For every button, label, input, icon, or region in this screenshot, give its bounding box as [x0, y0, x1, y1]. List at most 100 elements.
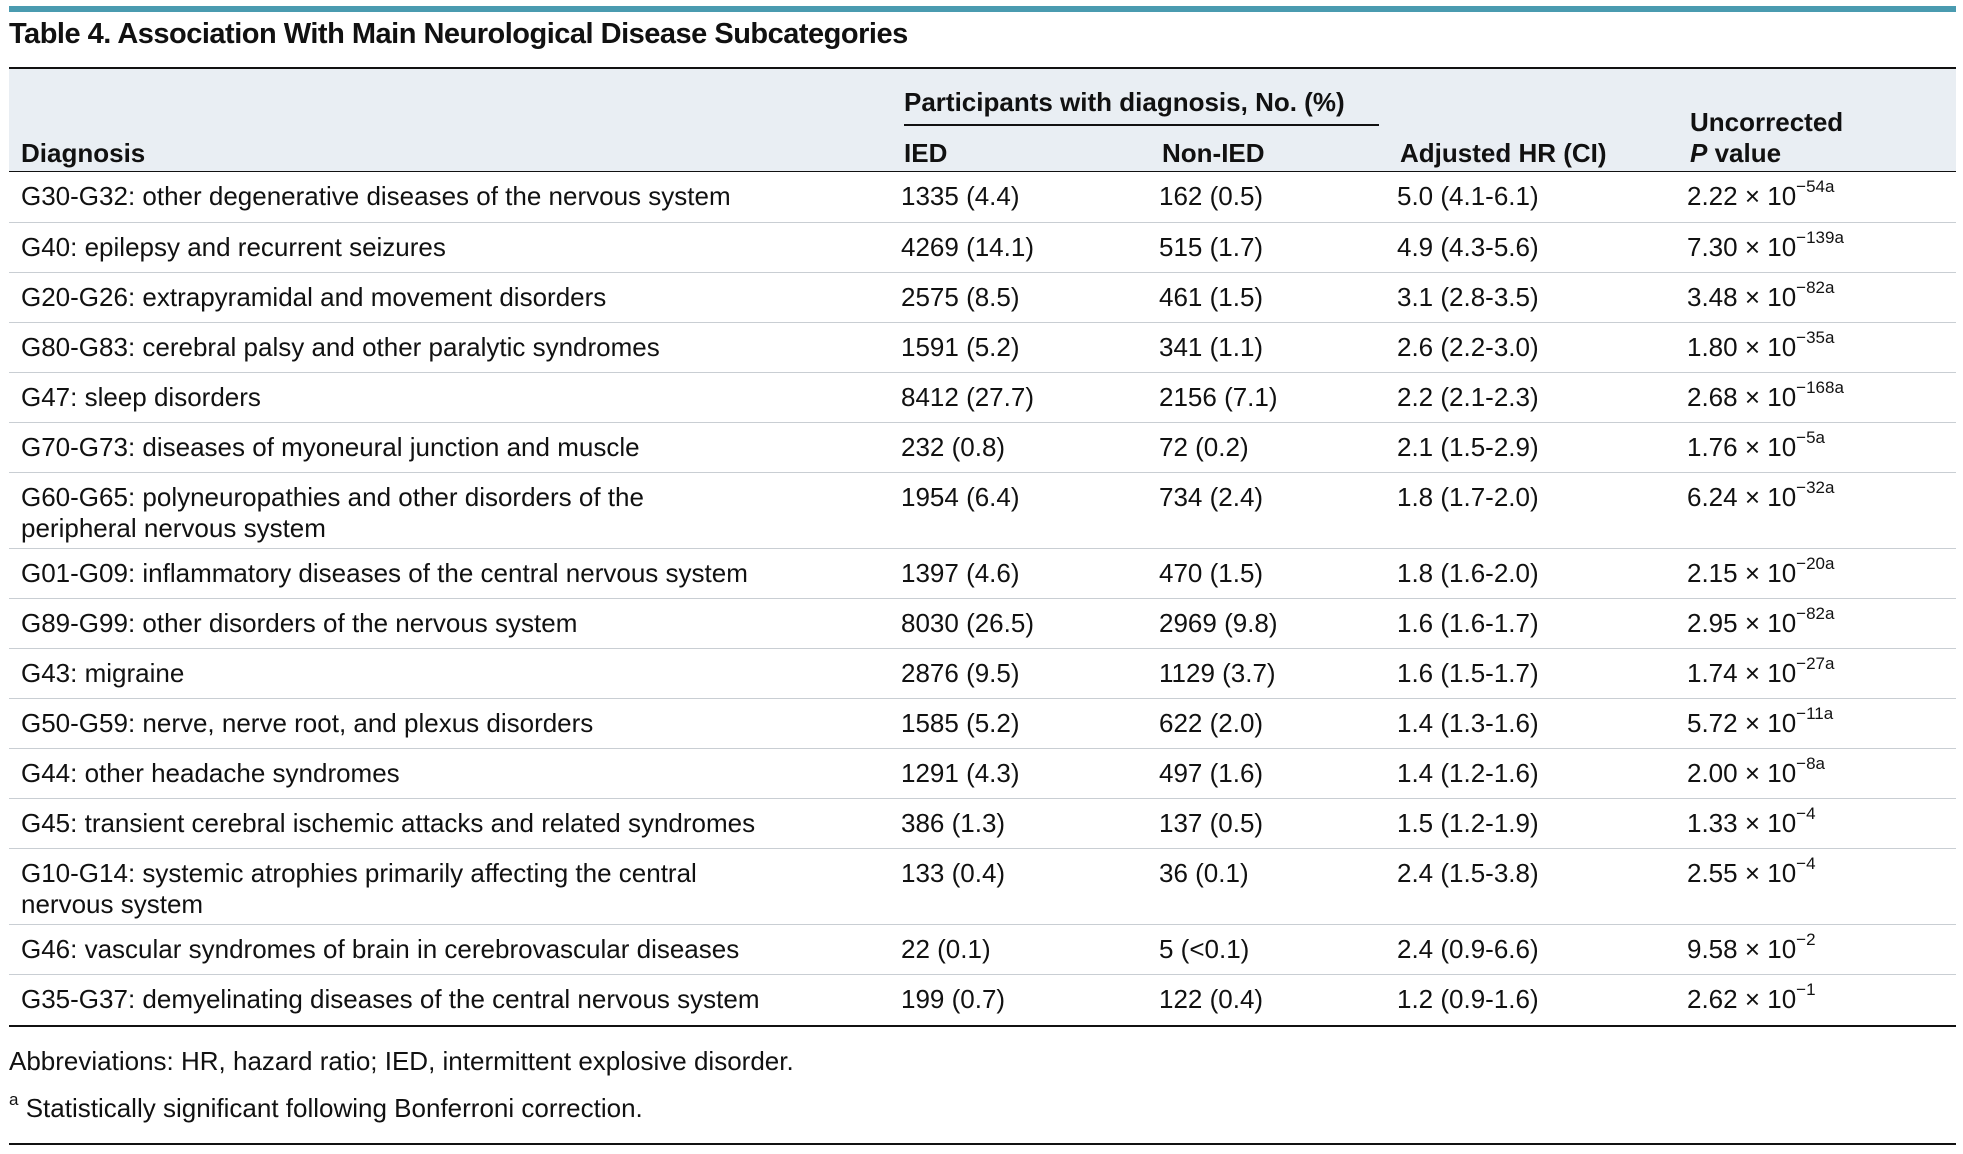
diagnosis-cell: G40: epilepsy and recurrent seizures	[9, 222, 889, 273]
diagnosis-cell: G30-G32: other degenerative diseases of …	[9, 172, 889, 223]
non-ied-cell: 734 (2.4)	[1147, 472, 1385, 549]
non-ied-cell: 2969 (9.8)	[1147, 598, 1385, 649]
table-row: G20-G26: extrapyramidal and movement dis…	[9, 272, 1956, 323]
p-value-cell: 7.30 × 10−139a	[1675, 222, 1956, 273]
p-value-cell: 5.72 × 10−11a	[1675, 698, 1956, 749]
diagnosis-cell: G20-G26: extrapyramidal and movement dis…	[9, 272, 889, 323]
table-bottom-rule	[9, 1025, 1956, 1027]
footnote-a-marker: a	[9, 1090, 19, 1109]
diagnosis-cell: G70-G73: diseases of myoneural junction …	[9, 422, 889, 473]
non-ied-cell: 162 (0.5)	[1147, 172, 1385, 223]
hr-cell: 1.6 (1.6-1.7)	[1385, 598, 1675, 649]
footnote-a: a Statistically significant following Bo…	[9, 1090, 643, 1124]
table-row: G46: vascular syndromes of brain in cere…	[9, 924, 1956, 975]
title-rule	[9, 67, 1956, 69]
non-ied-cell: 515 (1.7)	[1147, 222, 1385, 273]
table-row: G80-G83: cerebral palsy and other paraly…	[9, 322, 1956, 373]
hr-cell: 2.4 (1.5-3.8)	[1385, 848, 1675, 925]
table-row: G35-G37: demyelinating diseases of the c…	[9, 974, 1956, 1024]
hr-cell: 1.6 (1.5-1.7)	[1385, 648, 1675, 699]
hr-cell: 2.4 (0.9-6.6)	[1385, 924, 1675, 975]
diagnosis-cell: G44: other headache syndromes	[9, 748, 889, 799]
ied-cell: 1585 (5.2)	[889, 698, 1147, 749]
p-value-cell: 2.95 × 10−82a	[1675, 598, 1956, 649]
ied-cell: 4269 (14.1)	[889, 222, 1147, 273]
p-value-cell: 3.48 × 10−82a	[1675, 272, 1956, 323]
ied-cell: 1291 (4.3)	[889, 748, 1147, 799]
hr-cell: 5.0 (4.1-6.1)	[1385, 172, 1675, 223]
table-row: G01-G09: inflammatory diseases of the ce…	[9, 548, 1956, 599]
ied-cell: 8412 (27.7)	[889, 372, 1147, 423]
table-row: G30-G32: other degenerative diseases of …	[9, 172, 1956, 223]
header-p-line2: P value	[1690, 138, 1782, 168]
diagnosis-cell: G10-G14: systemic atrophies primarily af…	[9, 848, 889, 925]
ied-cell: 22 (0.1)	[889, 924, 1147, 975]
hr-cell: 4.9 (4.3-5.6)	[1385, 222, 1675, 273]
non-ied-cell: 341 (1.1)	[1147, 322, 1385, 373]
hr-cell: 3.1 (2.8-3.5)	[1385, 272, 1675, 323]
non-ied-cell: 5 (<0.1)	[1147, 924, 1385, 975]
hr-cell: 1.8 (1.6-2.0)	[1385, 548, 1675, 599]
p-value-cell: 9.58 × 10−2	[1675, 924, 1956, 975]
ied-cell: 1335 (4.4)	[889, 172, 1147, 223]
hr-cell: 2.1 (1.5-2.9)	[1385, 422, 1675, 473]
header-diagnosis: Diagnosis	[21, 138, 146, 168]
table-row: G10-G14: systemic atrophies primarily af…	[9, 848, 1956, 925]
ied-cell: 2575 (8.5)	[889, 272, 1147, 323]
hr-cell: 1.8 (1.7-2.0)	[1385, 472, 1675, 549]
p-value-cell: 1.74 × 10−27a	[1675, 648, 1956, 699]
non-ied-cell: 2156 (7.1)	[1147, 372, 1385, 423]
p-value-cell: 6.24 × 10−32a	[1675, 472, 1956, 549]
table-row: G89-G99: other disorders of the nervous …	[9, 598, 1956, 649]
footnote-abbreviations: Abbreviations: HR, hazard ratio; IED, in…	[9, 1046, 794, 1076]
diagnosis-cell: G50-G59: nerve, nerve root, and plexus d…	[9, 698, 889, 749]
hr-cell: 1.4 (1.2-1.6)	[1385, 748, 1675, 799]
non-ied-cell: 470 (1.5)	[1147, 548, 1385, 599]
p-value-cell: 2.55 × 10−4	[1675, 848, 1956, 925]
ied-cell: 386 (1.3)	[889, 798, 1147, 849]
ied-cell: 1954 (6.4)	[889, 472, 1147, 549]
header-p-line1: Uncorrected	[1690, 107, 1844, 137]
hr-cell: 1.4 (1.3-1.6)	[1385, 698, 1675, 749]
diagnosis-cell: G46: vascular syndromes of brain in cere…	[9, 924, 889, 975]
diagnosis-cell: G47: sleep disorders	[9, 372, 889, 423]
hr-cell: 1.5 (1.2-1.9)	[1385, 798, 1675, 849]
table-row: G70-G73: diseases of myoneural junction …	[9, 422, 1956, 473]
non-ied-cell: 461 (1.5)	[1147, 272, 1385, 323]
diagnosis-cell: G80-G83: cerebral palsy and other paraly…	[9, 322, 889, 373]
header-group-rule	[904, 124, 1379, 126]
p-value-cell: 2.22 × 10−54a	[1675, 172, 1956, 223]
non-ied-cell: 622 (2.0)	[1147, 698, 1385, 749]
table-row: G40: epilepsy and recurrent seizures 4269…	[9, 222, 1956, 273]
p-value-cell: 2.62 × 10−1	[1675, 974, 1956, 1024]
table-title: Table 4. Association With Main Neurologi…	[9, 18, 908, 50]
table-row: G44: other headache syndromes 1291 (4.3) 4…	[9, 748, 1956, 799]
diagnosis-cell: G89-G99: other disorders of the nervous …	[9, 598, 889, 649]
non-ied-cell: 122 (0.4)	[1147, 974, 1385, 1024]
p-value-cell: 2.15 × 10−20a	[1675, 548, 1956, 599]
diagnosis-cell: G35-G37: demyelinating diseases of the c…	[9, 974, 889, 1024]
table-row: G60-G65: polyneuropathies and other diso…	[9, 472, 1956, 549]
non-ied-cell: 497 (1.6)	[1147, 748, 1385, 799]
non-ied-cell: 36 (0.1)	[1147, 848, 1385, 925]
non-ied-cell: 72 (0.2)	[1147, 422, 1385, 473]
footnote-a-text: Statistically significant following Bonf…	[18, 1093, 643, 1123]
header-shade	[9, 69, 1956, 171]
table-row: G45: transient cerebral ischemic attacks…	[9, 798, 1956, 849]
non-ied-cell: 1129 (3.7)	[1147, 648, 1385, 699]
ied-cell: 1591 (5.2)	[889, 322, 1147, 373]
header-ied: IED	[904, 138, 948, 168]
table-row: G43: migraine 2876 (9.5) 1129 (3.7) 1.6 (1.…	[9, 648, 1956, 699]
p-value-cell: 1.76 × 10−5a	[1675, 422, 1956, 473]
ied-cell: 1397 (4.6)	[889, 548, 1147, 599]
table-row: G50-G59: nerve, nerve root, and plexus d…	[9, 698, 1956, 749]
table-row: G47: sleep disorders 8412 (27.7) 2156 (7.1…	[9, 372, 1956, 423]
hr-cell: 2.2 (2.1-2.3)	[1385, 372, 1675, 423]
header-hr: Adjusted HR (CI)	[1400, 138, 1607, 168]
p-value-cell: 1.80 × 10−35a	[1675, 322, 1956, 373]
ied-cell: 2876 (9.5)	[889, 648, 1147, 699]
ied-cell: 199 (0.7)	[889, 974, 1147, 1024]
diagnosis-cell: G01-G09: inflammatory diseases of the ce…	[9, 548, 889, 599]
ied-cell: 232 (0.8)	[889, 422, 1147, 473]
header-group-label: Participants with diagnosis, No. (%)	[904, 87, 1345, 117]
